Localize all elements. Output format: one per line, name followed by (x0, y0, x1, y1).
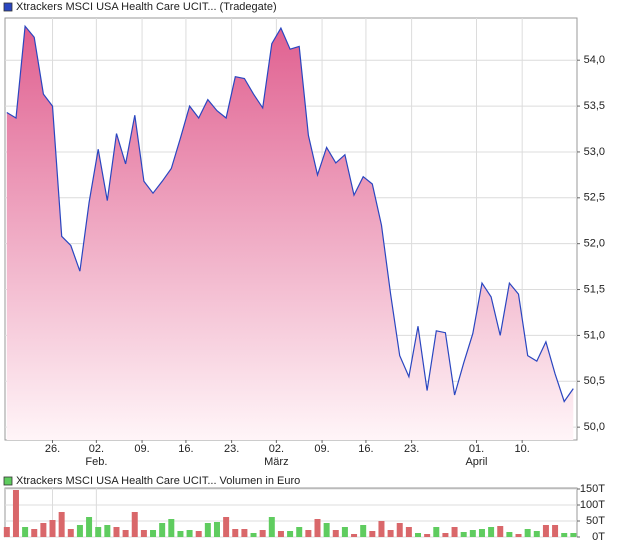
bar (277, 531, 284, 537)
bar (67, 529, 74, 537)
y-tick-label: 100T (580, 499, 605, 511)
bar (159, 523, 166, 537)
bar (140, 530, 147, 537)
bar (451, 527, 458, 537)
bar (49, 520, 56, 537)
bar (95, 527, 102, 537)
y-tick-label: 54,0 (584, 54, 605, 66)
legend-swatch (3, 2, 13, 12)
x-tick-label: 01. (469, 443, 484, 455)
bar (76, 525, 83, 537)
bar (113, 527, 120, 537)
bar (478, 529, 485, 537)
bar (442, 533, 449, 537)
bar (104, 525, 111, 537)
bar (351, 534, 358, 537)
legend-label: Xtrackers MSCI USA Health Care UCIT... V… (16, 475, 300, 487)
bar (506, 532, 513, 537)
bar (369, 531, 376, 537)
y-tick-label: 150T (580, 483, 605, 495)
bar (86, 517, 93, 537)
y-tick-label: 51,5 (584, 283, 605, 295)
bar (177, 531, 184, 537)
bar (40, 523, 47, 537)
y-tick-label: 50,0 (584, 421, 605, 433)
bar (469, 530, 476, 537)
x-tick-label: 23. (404, 443, 419, 455)
bar (515, 534, 522, 537)
y-tick-label: 52,5 (584, 192, 605, 204)
x-tick-label: 09. (134, 443, 149, 455)
x-tick-label: 16. (178, 443, 193, 455)
bar (542, 525, 549, 537)
bar (22, 527, 29, 537)
area (6, 26, 574, 441)
x-tick-label: 26. (45, 443, 60, 455)
bar (497, 526, 504, 537)
bar (332, 530, 339, 537)
bar (250, 533, 257, 537)
y-tick-label: 0T (592, 531, 605, 543)
bar (460, 532, 467, 537)
bar (387, 530, 394, 537)
bar (360, 525, 367, 537)
x-tick-label: 09. (314, 443, 329, 455)
x-tick-label: 02. (269, 443, 284, 455)
bar (415, 533, 422, 537)
bar (168, 519, 175, 537)
month-label: März (264, 456, 288, 468)
bar (232, 529, 239, 537)
bar (314, 519, 321, 537)
bar (259, 530, 266, 537)
x-tick-label: 02. (89, 443, 104, 455)
bar (58, 512, 65, 537)
y-tick-label: 50,5 (584, 375, 605, 387)
month-label: Feb. (85, 456, 107, 468)
month-label: April (465, 456, 487, 468)
bar (561, 533, 568, 537)
legend-label: Xtrackers MSCI USA Health Care UCIT... (… (16, 1, 277, 13)
bar (570, 533, 577, 537)
bar (396, 523, 403, 537)
x-tick-label: 10. (515, 443, 530, 455)
bar (3, 527, 10, 537)
bar (287, 531, 294, 537)
y-tick-label: 50T (586, 515, 605, 527)
y-tick-label: 52,0 (584, 238, 605, 250)
line (6, 24, 574, 403)
bar (405, 527, 412, 537)
bar (552, 525, 559, 537)
bar (31, 529, 38, 537)
bar (323, 523, 330, 537)
y-tick-label: 51,0 (584, 329, 605, 341)
bar (195, 531, 202, 537)
bar (150, 530, 157, 537)
bar (204, 523, 211, 537)
bar (213, 522, 220, 537)
bar (533, 531, 540, 537)
bar (296, 527, 303, 537)
bar (433, 527, 440, 537)
y-tick-label: 53,5 (584, 100, 605, 112)
bar (122, 530, 129, 537)
x-tick-label: 23. (224, 443, 239, 455)
bar (424, 534, 431, 537)
bar (12, 490, 19, 537)
bar (341, 527, 348, 537)
bar (241, 529, 248, 537)
x-tick-label: 16. (358, 443, 373, 455)
legend-swatch (3, 476, 13, 486)
bar (131, 512, 138, 537)
bar (488, 527, 495, 537)
bar (186, 530, 193, 537)
bar (378, 521, 385, 537)
bar (524, 529, 531, 537)
y-tick-label: 53,0 (584, 146, 605, 158)
bar (268, 517, 275, 537)
bar (223, 517, 230, 537)
bar (305, 530, 312, 537)
